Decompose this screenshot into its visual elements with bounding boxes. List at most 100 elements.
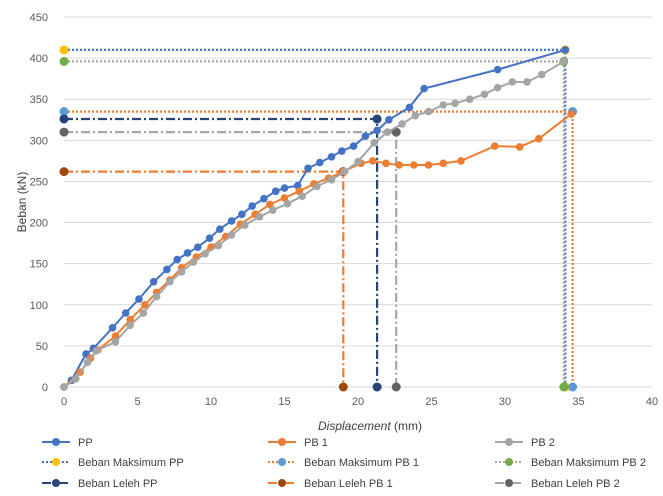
point-pp [216, 225, 224, 233]
series-line-beban-leleh-pb-1 [64, 170, 345, 387]
series-layer [59, 45, 578, 392]
x-axis-ticks: 0 5 10 15 20 25 30 35 40 [61, 396, 658, 408]
point-pp [227, 217, 236, 225]
point-pb-2 [313, 182, 321, 191]
y-tick-label: 400 [30, 53, 48, 65]
legend-marker-beban-maksimum-pb-1 [278, 458, 286, 466]
x-tick-label: 30 [499, 396, 511, 408]
y-tick-label: 350 [30, 94, 48, 106]
point-pb-2 [111, 337, 120, 346]
y-tick-label: 250 [30, 176, 48, 188]
point-pb-1 [266, 200, 274, 209]
legend-label-pb-1: PB 1 [304, 437, 328, 449]
point-beban-maksimum-pb-2 [59, 56, 69, 66]
point-pb-2 [177, 268, 186, 276]
gridlines [64, 16, 652, 388]
point-pb-1 [126, 315, 134, 324]
point-beban-leleh-pb-2 [391, 382, 401, 392]
point-pb-2 [370, 139, 378, 147]
point-pp [361, 132, 370, 141]
point-beban-leleh-pp [372, 114, 382, 124]
series-line-pb-2 [63, 60, 565, 388]
point-pb-1 [457, 157, 465, 165]
point-beban-maksimum-pb-2 [559, 382, 569, 392]
point-beban-maksimum-pb-1 [59, 107, 69, 117]
y-tick-label: 200 [30, 218, 48, 230]
point-beban-leleh-pb-2 [391, 127, 401, 137]
legend-marker-beban-maksimum-pp [52, 458, 60, 466]
point-beban-leleh-pp [372, 382, 382, 392]
x-axis-label: Displacement (mm) [318, 419, 422, 433]
x-tick-label: 5 [134, 396, 140, 408]
point-pb-2 [340, 167, 349, 176]
point-pb-2 [214, 241, 223, 250]
point-pp [338, 147, 346, 155]
point-pp [173, 255, 181, 264]
point-pp [315, 158, 324, 167]
point-beban-leleh-pp [59, 114, 69, 124]
legend-marker-beban-leleh-pb-2 [505, 479, 513, 487]
point-pb-1 [424, 161, 433, 169]
y-tick-label: 100 [30, 300, 48, 312]
x-tick-label: 40 [646, 396, 658, 408]
legend-label-beban-leleh-pp: Beban Leleh PP [78, 478, 158, 490]
point-pp [205, 234, 214, 242]
point-pb-2 [327, 176, 336, 184]
legend: PP PB 1 PB 2 Beban Maksimum PP Beban Maksimu… [42, 437, 646, 490]
point-pp [163, 265, 171, 274]
y-tick-label: 50 [36, 341, 48, 353]
point-pp [149, 277, 158, 286]
point-pp [193, 243, 202, 252]
point-pb-2 [354, 157, 362, 166]
x-axis-label-unit: (mm) [391, 419, 422, 433]
point-beban-leleh-pb-1 [338, 382, 348, 392]
point-pb-2 [268, 206, 277, 215]
legend-label-beban-leleh-pb-1: Beban Leleh PB 1 [304, 478, 393, 490]
point-pp [405, 103, 414, 112]
point-pb-2 [298, 192, 306, 201]
point-pb-2 [508, 78, 517, 86]
point-pb-2 [480, 90, 489, 99]
point-pb-2 [383, 128, 392, 136]
point-pb-1 [567, 110, 575, 118]
legend-marker-pb-1 [278, 438, 286, 446]
point-beban-maksimum-pp [59, 45, 69, 55]
legend-marker-beban-leleh-pp [52, 479, 60, 487]
point-beban-leleh-pb-2 [59, 127, 69, 137]
point-pb-1 [382, 159, 390, 168]
point-beban-leleh-pb-1 [59, 167, 69, 177]
point-pb-1 [280, 194, 289, 202]
point-pb-1 [111, 332, 120, 340]
y-axis-ticks: 0 50 100 150 200 250 300 350 400 450 [30, 12, 48, 394]
point-pb-2 [493, 83, 502, 92]
point-pb-2 [71, 374, 80, 383]
point-pp [420, 84, 428, 93]
legend-label-beban-maksimum-pb-2: Beban Maksimum PB 2 [531, 457, 646, 469]
point-pb-1 [439, 159, 448, 168]
point-pb-2 [166, 277, 174, 286]
point-pp [280, 184, 289, 192]
point-pp [304, 164, 312, 173]
legend-marker-beban-maksimum-pb-2 [505, 458, 513, 466]
point-pb-1 [410, 161, 418, 169]
point-pb-2 [139, 309, 148, 317]
legend-label-beban-maksimum-pp: Beban Maksimum PP [78, 457, 184, 469]
y-axis-label: Beban (kN) [15, 172, 29, 233]
series-line-pp [63, 48, 566, 388]
point-pb-2 [227, 231, 236, 239]
x-tick-label: 25 [425, 396, 437, 408]
point-pb-1 [395, 161, 403, 169]
point-pp [271, 187, 280, 196]
y-tick-label: 450 [30, 12, 48, 24]
point-pb-2 [126, 321, 134, 330]
series-line-beban-maksimum-pb-2 [64, 60, 565, 387]
legend-marker-pb-2 [505, 438, 513, 446]
point-pb-1 [141, 300, 149, 309]
point-beban-maksimum-pb-1 [568, 382, 578, 392]
point-pb-2 [189, 258, 198, 266]
point-pb-2 [60, 383, 68, 391]
y-tick-label: 150 [30, 259, 48, 271]
point-pb-2 [241, 221, 249, 229]
point-pb-2 [152, 292, 161, 301]
